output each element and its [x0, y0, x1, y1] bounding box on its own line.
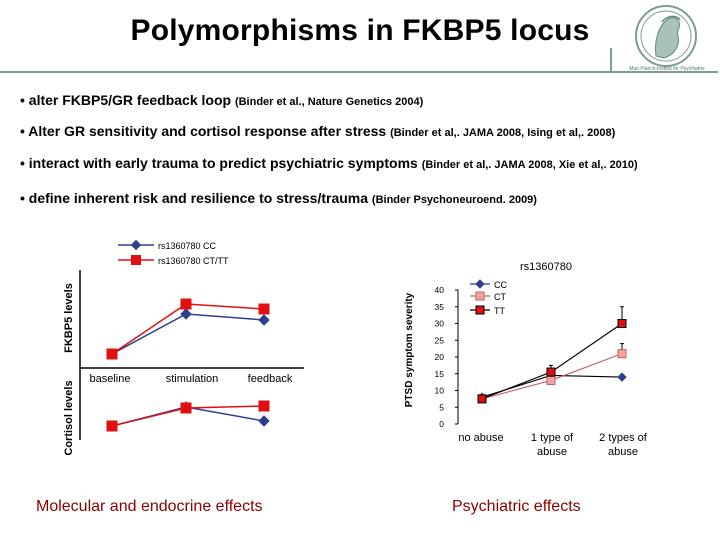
slide-title: Polymorphisms in FKBP5 locus: [130, 14, 590, 47]
legend-label: CT: [494, 292, 506, 302]
y-tick-label: 5: [439, 402, 444, 412]
legend-label: rs1360780 CC: [158, 241, 217, 251]
data-point: [258, 303, 270, 315]
data-point: [180, 308, 192, 320]
x-tick-label: stimulation: [166, 373, 219, 385]
data-point: [617, 349, 627, 359]
data-point: [477, 394, 487, 404]
x-tick-label: abuse: [608, 446, 638, 458]
x-tick-label: abuse: [537, 446, 567, 458]
data-point: [617, 319, 627, 328]
bullet-citation: (Binder et al., Nature Genetics 2004): [234, 96, 424, 108]
y-tick-label: 15: [435, 369, 445, 379]
legend-marker: [475, 279, 485, 289]
chart-title: rs1360780: [520, 261, 572, 273]
bullet-citation: (Binder et al,. JAMA 2008, Ising et al,.…: [390, 127, 616, 139]
bullet-1: • alter FKBP5/GR feedback loop (Binder e…: [20, 92, 423, 108]
data-point: [180, 402, 192, 414]
data-point: [106, 420, 118, 432]
bullet-citation: (Binder Psychoneuroend. 2009): [371, 194, 537, 206]
max-planck-logo-icon: [635, 5, 697, 67]
data-point: [617, 372, 627, 382]
legend-marker: [130, 239, 142, 251]
x-tick-label: baseline: [90, 373, 131, 385]
legend-marker: [131, 255, 141, 265]
bullet-text: • Alter GR sensitivity and cortisol resp…: [20, 123, 391, 139]
bullet-4: • define inherent risk and resilience to…: [20, 190, 537, 206]
data-point: [258, 314, 270, 326]
x-tick-label: 2 types of: [599, 432, 648, 444]
y-tick-label: 0: [439, 419, 444, 429]
data-point: [546, 375, 556, 385]
legend-label: CC: [494, 280, 507, 290]
caption-left: Molecular and endocrine effects: [36, 498, 263, 515]
data-point: [258, 400, 270, 412]
y-tick-label: 25: [435, 335, 445, 345]
caption-right: Psychiatric effects: [452, 498, 581, 515]
y-tick-label: 10: [435, 386, 445, 396]
title-rule: [0, 71, 718, 73]
x-tick-label: no abuse: [458, 432, 503, 444]
y-tick-label: 30: [435, 319, 445, 329]
x-tick-label: 1 type of: [531, 432, 574, 444]
legend-marker: [475, 305, 485, 315]
title-rule-tick: [610, 48, 612, 73]
data-point: [546, 367, 556, 377]
bullet-citation: (Binder et al,. JAMA 2008, Xie et al,. 2…: [421, 159, 638, 171]
bullet-2: • Alter GR sensitivity and cortisol resp…: [20, 123, 615, 139]
legend-marker: [475, 291, 485, 301]
data-point: [180, 298, 192, 310]
legend-label: TT: [494, 306, 505, 316]
bullet-text: • interact with early trauma to predict …: [20, 155, 422, 171]
bullet-text: • define inherent risk and resilience to…: [20, 190, 372, 206]
bullet-3: • interact with early trauma to predict …: [20, 155, 638, 171]
y-axis-label: FKBP5 levels: [63, 283, 75, 353]
data-point: [106, 348, 118, 360]
bullet-text: • alter FKBP5/GR feedback loop: [20, 92, 235, 108]
x-tick-label: feedback: [248, 373, 293, 385]
data-point: [258, 415, 270, 427]
institute-name: Max-Planck-Institut für Psychiatrie: [629, 66, 705, 72]
y-tick-label: 40: [435, 285, 445, 295]
y-tick-label: 20: [435, 352, 445, 362]
y-axis-label: Cortisol levels: [63, 380, 75, 455]
y-tick-label: 35: [435, 302, 445, 312]
legend-label: rs1360780 CT/TT: [158, 256, 229, 266]
y-axis-label: PTSD symptom severity: [404, 292, 415, 407]
